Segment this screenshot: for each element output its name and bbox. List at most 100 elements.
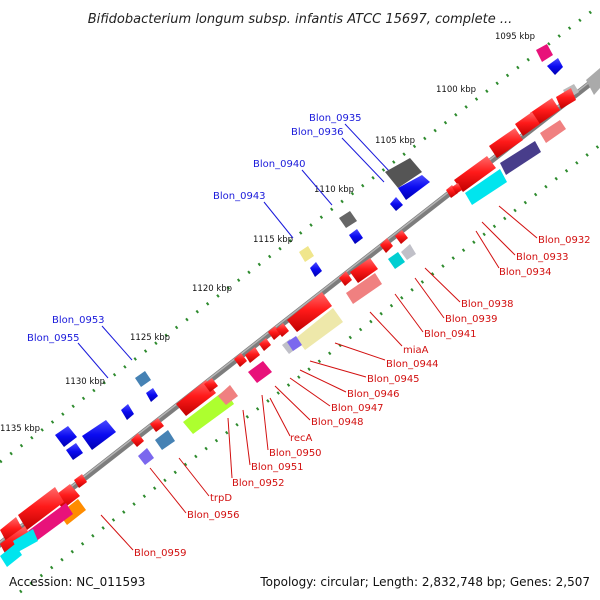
scale-label: 1130 kbp [65, 377, 105, 387]
gene-label[interactable]: Blon_0956 [187, 510, 240, 521]
gene-label[interactable]: Blon_0941 [424, 329, 477, 340]
gene-arrow [287, 336, 302, 351]
gene-arrow [0, 544, 22, 567]
gene-arrow [176, 380, 216, 416]
topology-label: Topology: circular; Length: 2,832,748 bp… [259, 575, 590, 589]
gene-arrow [536, 44, 553, 62]
gene-arrow [395, 230, 408, 244]
gene-label[interactable]: Blon_0936 [291, 127, 344, 138]
gene-arrow [150, 418, 164, 432]
leader-line [149, 467, 187, 514]
gene-label[interactable]: Blon_0934 [499, 267, 552, 278]
gene-arrow [500, 141, 541, 175]
gene-arrow [310, 262, 322, 277]
leader-line [424, 267, 461, 303]
gene-arrow [454, 156, 496, 192]
leader-line [475, 230, 500, 269]
gene-label[interactable]: Blon_0952 [232, 478, 285, 489]
gene-arrow [28, 503, 73, 542]
gene-label[interactable]: recA [290, 433, 313, 444]
gene-label[interactable]: Blon_0944 [386, 359, 439, 370]
leader-line [289, 377, 331, 407]
leader-line [269, 397, 291, 437]
gene-arrow [204, 378, 218, 392]
gene-arrow [268, 326, 281, 340]
gene-arrow [339, 211, 357, 228]
gene-label[interactable]: Blon_0959 [134, 548, 187, 559]
gene-arrow [121, 404, 134, 420]
gene-label[interactable]: trpD [210, 493, 232, 504]
gene-label[interactable]: Blon_0946 [347, 389, 400, 400]
leader-line [242, 409, 251, 466]
gene-label[interactable]: Blon_0951 [251, 462, 304, 473]
gene-arrow [296, 308, 343, 350]
accession-label: Accession: NC_011593 [9, 575, 145, 589]
gene-arrow [547, 58, 563, 75]
gene-arrow [515, 112, 540, 136]
gene-arrow [349, 229, 363, 244]
gene-label[interactable]: Blon_0947 [331, 403, 384, 414]
gene-arrow [135, 371, 151, 387]
gene-arrow [339, 271, 352, 286]
gene-label[interactable]: Blon_0935 [309, 113, 362, 124]
gene-arrow [540, 120, 566, 143]
gene-arrow [259, 338, 271, 351]
leader-line [414, 277, 445, 319]
gene-arrow [350, 258, 378, 283]
gene-arrow [218, 385, 238, 405]
reverse-track [0, 88, 576, 567]
gene-label[interactable]: Blon_0950 [269, 448, 322, 459]
scale-label: 1125 kbp [130, 333, 170, 343]
forward-leaders [77, 123, 391, 379]
gene-arrow [380, 238, 393, 253]
scale-label: 1105 kbp [375, 136, 415, 146]
leader-line [309, 360, 367, 378]
leader-line [274, 385, 311, 421]
gene-label[interactable]: Blon_0938 [461, 299, 514, 310]
gene-arrow [586, 68, 600, 95]
gene-arrow [401, 244, 416, 260]
gene-label[interactable]: Blon_0933 [516, 252, 569, 263]
gene-arrow [74, 474, 87, 488]
leader-line [227, 417, 233, 479]
gene-arrow [446, 185, 458, 198]
forward-track [55, 44, 600, 460]
gene-arrow [452, 183, 462, 194]
gene-arrow [489, 128, 523, 158]
gene-label[interactable]: Blon_0939 [445, 314, 498, 325]
scale-label: 1110 kbp [314, 185, 354, 195]
scale-label: 1115 kbp [253, 235, 293, 245]
gene-label[interactable]: Blon_0943 [213, 191, 266, 202]
gene-label[interactable]: Blon_0945 [367, 374, 420, 385]
gene-arrow [398, 175, 430, 200]
gene-arrow [138, 448, 154, 465]
gene-arrow [13, 529, 38, 552]
leader-line [178, 457, 210, 497]
scale-track-outer [0, 6, 597, 464]
gene-arrow [276, 323, 289, 337]
gene-label[interactable]: Blon_0940 [253, 159, 306, 170]
gene-arrow [388, 252, 405, 269]
scale-label: 1120 kbp [192, 284, 232, 294]
leader-line [481, 221, 516, 256]
gene-arrow [390, 197, 403, 211]
scale-label: 1100 kbp [436, 85, 476, 95]
leader-line [344, 123, 391, 173]
leader-line [341, 137, 385, 183]
gene-arrow [66, 443, 83, 460]
gene-arrow [131, 433, 144, 447]
gene-arrow [55, 426, 77, 447]
leader-line [369, 311, 403, 347]
scale-track-inner [19, 143, 600, 594]
leader-line [261, 394, 269, 451]
gene-arrow [183, 390, 234, 434]
leader-line [299, 369, 347, 393]
gene-label[interactable]: Blon_0955 [27, 333, 80, 344]
gene-arrow [82, 420, 116, 450]
gene-label[interactable]: Blon_0953 [52, 315, 105, 326]
gene-label[interactable]: Blon_0932 [538, 235, 591, 246]
gene-label[interactable]: Blon_0948 [311, 417, 364, 428]
gene-arrow [18, 487, 64, 530]
gene-label[interactable]: miaA [403, 345, 429, 356]
